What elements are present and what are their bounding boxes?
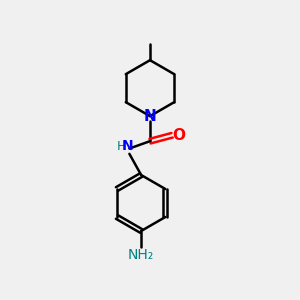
Text: O: O xyxy=(172,128,185,143)
Text: N: N xyxy=(144,109,156,124)
Text: H: H xyxy=(116,140,126,153)
Text: N: N xyxy=(122,139,134,153)
Text: NH₂: NH₂ xyxy=(128,248,154,262)
